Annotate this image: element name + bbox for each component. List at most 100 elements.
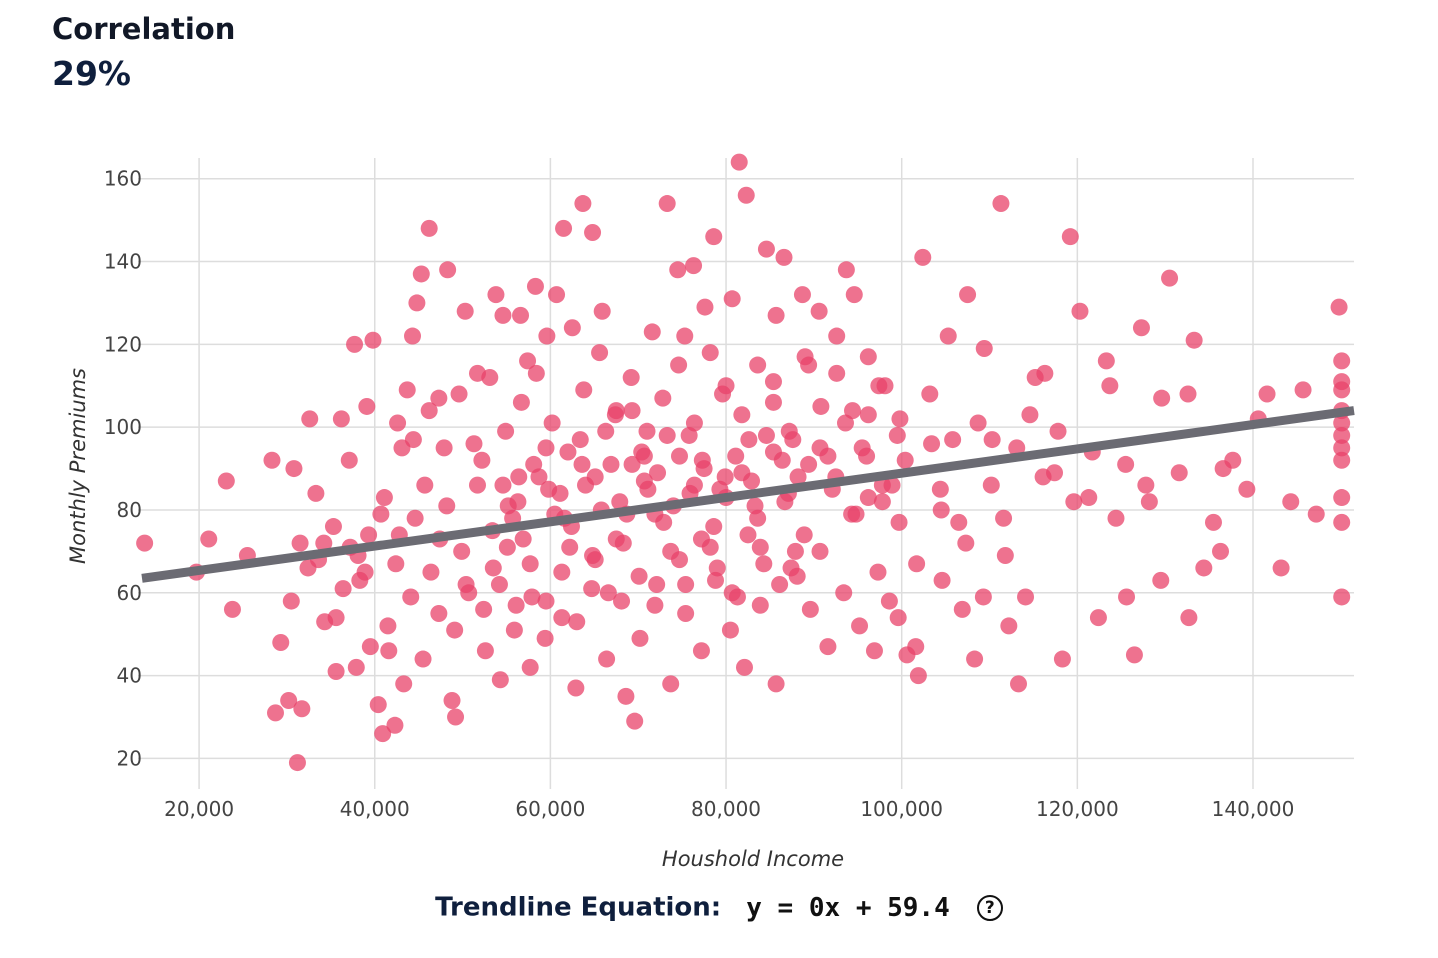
data-point (1161, 269, 1179, 287)
data-point (771, 576, 789, 594)
data-point (859, 406, 877, 424)
data-point (739, 526, 757, 544)
data-point (843, 505, 861, 523)
x-axis-title: Houshold Income (662, 847, 844, 871)
data-point (282, 592, 300, 610)
data-point (435, 439, 453, 457)
data-point (1101, 377, 1119, 395)
data-point (889, 609, 907, 627)
data-point (909, 667, 927, 685)
data-point (136, 534, 154, 552)
data-point (408, 294, 426, 312)
data-point (1179, 385, 1197, 403)
data-point (655, 513, 673, 531)
scatter-points (136, 153, 1351, 772)
data-point (584, 224, 602, 242)
data-point (705, 228, 723, 246)
data-point (510, 468, 528, 486)
data-point (950, 513, 968, 531)
data-point (263, 451, 281, 469)
data-point (446, 621, 464, 639)
data-point (1333, 414, 1351, 432)
data-point (757, 240, 775, 258)
data-point (1272, 559, 1290, 577)
data-point (521, 555, 539, 573)
data-point (1107, 509, 1125, 527)
data-point (974, 588, 992, 606)
trendline-equation-row: Trendline Equation: y = 0x + 59.4 ? (0, 892, 1438, 923)
data-point (1333, 513, 1351, 531)
data-point (786, 542, 804, 560)
data-point (537, 592, 555, 610)
data-point (614, 534, 632, 552)
x-tick-label: 140,000 (1212, 797, 1295, 821)
data-point (1185, 331, 1203, 349)
data-point (527, 364, 545, 382)
data-point (487, 286, 505, 304)
data-point (721, 621, 739, 639)
data-point (586, 468, 604, 486)
data-point (914, 248, 932, 266)
data-point (931, 480, 949, 498)
data-point (293, 700, 311, 718)
data-point (1214, 460, 1232, 478)
data-point (631, 629, 649, 647)
data-point (491, 671, 509, 689)
data-point (1170, 464, 1188, 482)
data-point (638, 422, 656, 440)
data-point (1212, 542, 1230, 560)
data-point (670, 356, 688, 374)
y-tick-label: 20 (117, 746, 142, 770)
data-point (301, 410, 319, 428)
data-point (523, 588, 541, 606)
data-point (291, 534, 309, 552)
data-point (623, 402, 641, 420)
data-point (266, 704, 284, 722)
data-point (476, 642, 494, 660)
data-point (767, 306, 785, 324)
data-point (1049, 422, 1067, 440)
trendline-equation: y = 0x + 59.4 (746, 892, 950, 923)
trendline-label: Trendline Equation: (435, 892, 722, 923)
data-point (563, 319, 581, 337)
data-point (453, 542, 471, 560)
data-point (540, 480, 558, 498)
x-tick-label: 60,000 (515, 797, 585, 821)
data-point (1333, 352, 1351, 370)
data-point (416, 476, 434, 494)
data-point (764, 373, 782, 391)
data-point (1238, 480, 1256, 498)
data-point (749, 356, 767, 374)
data-point (375, 489, 393, 507)
data-point (525, 455, 543, 473)
y-tick-label: 160 (104, 167, 142, 191)
data-point (1097, 352, 1115, 370)
data-point (404, 327, 422, 345)
data-point (346, 335, 364, 353)
grid-lines (138, 158, 1354, 789)
data-point (966, 650, 984, 668)
data-point (1065, 493, 1083, 511)
data-point (865, 642, 883, 660)
data-point (340, 451, 358, 469)
correlation-value: 29% (52, 54, 131, 93)
data-point (514, 530, 532, 548)
data-point (1000, 617, 1018, 635)
x-tick-label: 100,000 (860, 797, 943, 821)
data-point (733, 406, 751, 424)
data-point (982, 476, 1000, 494)
data-point (1118, 588, 1136, 606)
data-point (568, 613, 586, 631)
data-point (880, 592, 898, 610)
data-point (811, 542, 829, 560)
data-point (705, 518, 723, 536)
y-tick-label: 100 (104, 415, 142, 439)
data-point (505, 621, 523, 639)
y-tick-label: 60 (117, 581, 142, 605)
data-point (836, 414, 854, 432)
x-tick-label: 80,000 (691, 797, 761, 821)
question-circle-icon[interactable]: ? (976, 894, 1003, 921)
data-point (347, 658, 365, 676)
data-point (654, 389, 672, 407)
data-point (837, 261, 855, 279)
